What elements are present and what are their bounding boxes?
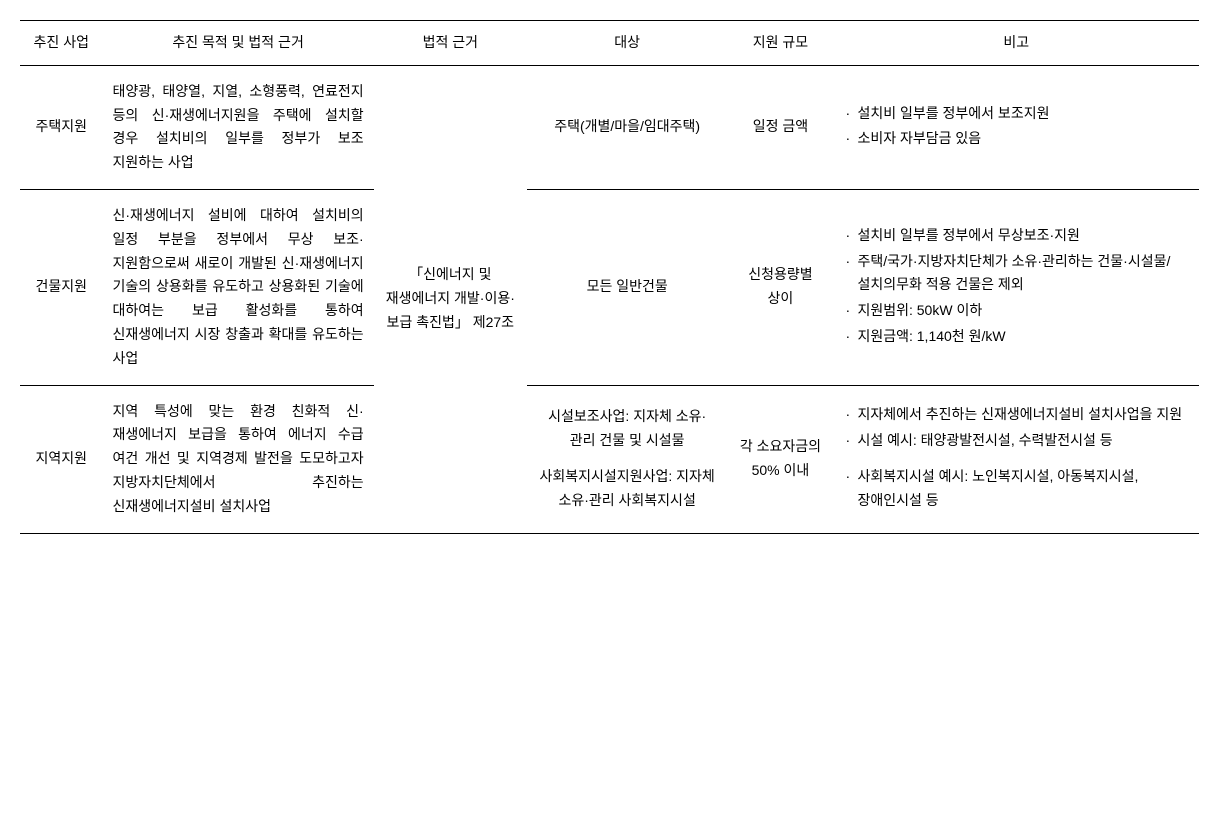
cell-project: 건물지원 (20, 189, 103, 385)
remark-item: 소비자 자부담금 있음 (843, 127, 1189, 151)
remark-item: 설치비 일부를 정부에서 보조지원 (843, 102, 1189, 126)
remark-item: 지원범위: 50kW 이하 (843, 299, 1189, 323)
cell-remark: 설치비 일부를 정부에서 무상보조·지원 주택/국가·지방자치단체가 소유·관리… (833, 189, 1199, 385)
cell-purpose: 신·재생에너지 설비에 대하여 설치비의 일정 부분을 정부에서 무상 보조·지… (103, 189, 374, 385)
cell-legal-merged: 「신에너지 및 재생에너지 개발·이용·보급 촉진법」 제27조 (374, 65, 527, 533)
table-row: 건물지원 신·재생에너지 설비에 대하여 설치비의 일정 부분을 정부에서 무상… (20, 189, 1199, 385)
cell-target: 시설보조사업: 지자체 소유·관리 건물 및 시설물 사회복지시설지원사업: 지… (527, 385, 727, 533)
cell-remark: 설치비 일부를 정부에서 보조지원 소비자 자부담금 있음 (833, 65, 1199, 189)
table-row: 지역지원 지역 특성에 맞는 환경 친화적 신·재생에너지 보급을 통하여 에너… (20, 385, 1199, 533)
target-para: 사회복지시설지원사업: 지자체 소유·관리 사회복지시설 (537, 465, 717, 513)
policy-table: 추진 사업 추진 목적 및 법적 근거 법적 근거 대상 지원 규모 비고 주택… (20, 20, 1199, 534)
cell-scale: 각 소요자금의 50% 이내 (727, 385, 833, 533)
remark-item: 주택/국가·지방자치단체가 소유·관리하는 건물·시설물/설치의무화 적용 건물… (843, 250, 1189, 298)
remark-item: 지자체에서 추진하는 신재생에너지설비 설치사업을 지원 (843, 403, 1189, 427)
cell-purpose: 지역 특성에 맞는 환경 친화적 신·재생에너지 보급을 통하여 에너지 수급 … (103, 385, 374, 533)
table-header: 추진 사업 추진 목적 및 법적 근거 법적 근거 대상 지원 규모 비고 (20, 21, 1199, 66)
target-para: 시설보조사업: 지자체 소유·관리 건물 및 시설물 (537, 405, 717, 453)
cell-target: 모든 일반건물 (527, 189, 727, 385)
remark-item: 사회복지시설 예시: 노인복지시설, 아동복지시설, 장애인시설 등 (843, 465, 1189, 513)
remark-item: 설치비 일부를 정부에서 무상보조·지원 (843, 224, 1189, 248)
col-header-target: 대상 (527, 21, 727, 66)
col-header-project: 추진 사업 (20, 21, 103, 66)
col-header-remark: 비고 (833, 21, 1199, 66)
col-header-legal: 법적 근거 (374, 21, 527, 66)
table-row: 주택지원 태양광, 태양열, 지열, 소형풍력, 연료전지 등의 신·재생에너지… (20, 65, 1199, 189)
col-header-purpose: 추진 목적 및 법적 근거 (103, 21, 374, 66)
cell-target: 주택(개별/마을/임대주택) (527, 65, 727, 189)
cell-project: 주택지원 (20, 65, 103, 189)
cell-remark: 지자체에서 추진하는 신재생에너지설비 설치사업을 지원 시설 예시: 태양광발… (833, 385, 1199, 533)
cell-scale: 일정 금액 (727, 65, 833, 189)
cell-project: 지역지원 (20, 385, 103, 533)
col-header-scale: 지원 규모 (727, 21, 833, 66)
cell-purpose: 태양광, 태양열, 지열, 소형풍력, 연료전지 등의 신·재생에너지원을 주택… (103, 65, 374, 189)
remark-item: 시설 예시: 태양광발전시설, 수력발전시설 등 (843, 429, 1189, 453)
remark-item: 지원금액: 1,140천 원/kW (843, 325, 1189, 349)
cell-scale: 신청용량별 상이 (727, 189, 833, 385)
